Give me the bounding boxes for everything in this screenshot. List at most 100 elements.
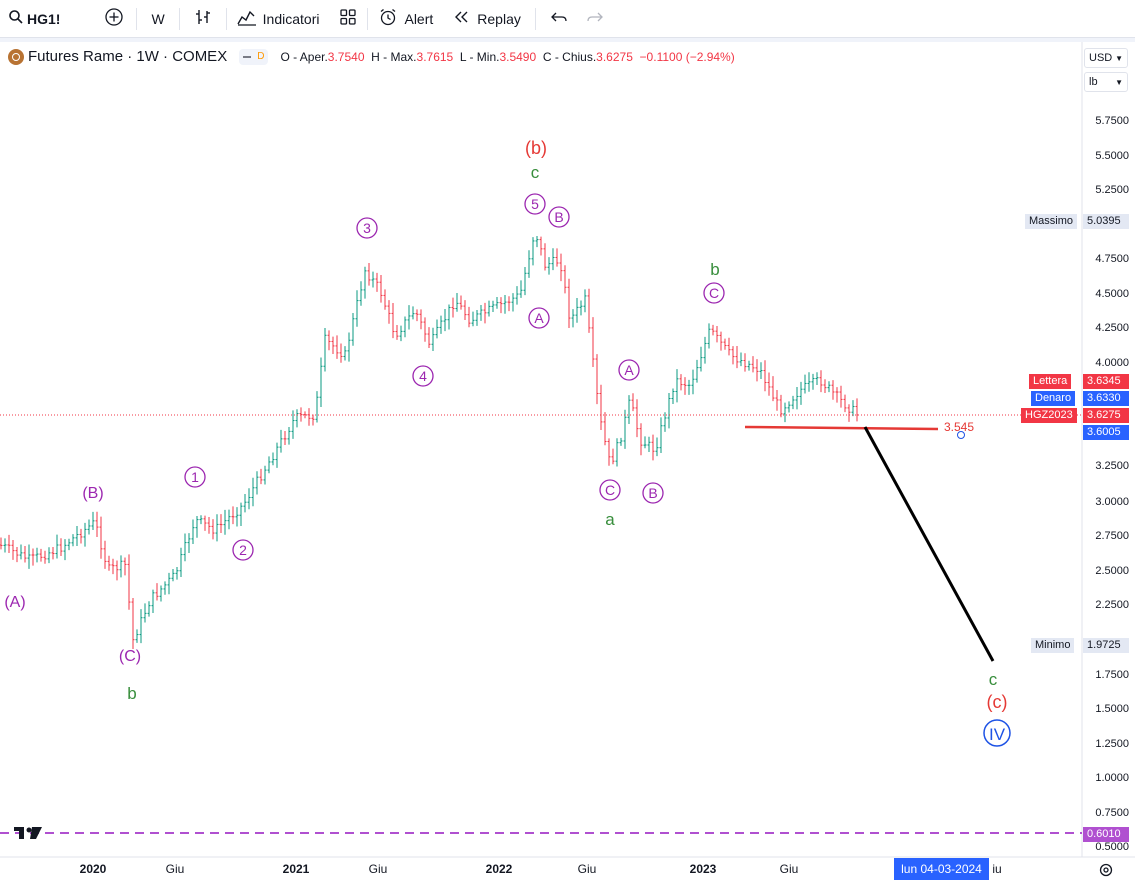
- ohlc-bar: [247, 488, 251, 510]
- min-tag-value: 1.9725: [1083, 638, 1129, 653]
- ohlc-bar: [795, 386, 799, 410]
- ohlc-bar: [199, 515, 203, 525]
- ohlc-bar: [399, 325, 403, 342]
- price-tick: 3.0000: [1095, 496, 1129, 508]
- ohlc-bar: [31, 548, 35, 566]
- ohlc-bar: [59, 538, 63, 556]
- bottom-line-tag: 0.6010: [1083, 827, 1129, 842]
- ohlc-bar: [667, 393, 671, 429]
- search-icon: [8, 9, 24, 28]
- contract-tag-label: HGZ2023: [1021, 408, 1077, 423]
- ohlc-bar: [135, 629, 139, 643]
- ohlc-bar: [195, 515, 199, 538]
- top-toolbar: HG1! W Indicatori Alert Repl: [0, 0, 1135, 38]
- redo-button[interactable]: [586, 0, 604, 38]
- alarm-clock-icon: [378, 7, 398, 30]
- ohlc-bar: [575, 297, 579, 323]
- interval-button[interactable]: W: [151, 0, 164, 38]
- ohlc-bar: [279, 429, 283, 453]
- ohlc-bar: [579, 300, 583, 316]
- ohlc-bar: [171, 569, 175, 582]
- legend-ohlc: O - Aper.3.7540 H - Max.3.7615 L - Min.3…: [280, 50, 734, 64]
- ohlc-bar: [407, 305, 411, 330]
- chart-type-button[interactable]: [194, 0, 212, 38]
- ohlc-bar: [563, 265, 567, 294]
- ohlc-bar: [823, 379, 827, 393]
- bid-tag-value: 3.6330: [1083, 391, 1129, 406]
- ohlc-bar: [87, 519, 91, 535]
- ohlc-bar: [263, 465, 267, 485]
- replay-button[interactable]: Replay: [453, 0, 521, 38]
- price-chart[interactable]: (A) (B) (C) b 1 2 3 4 5 c (b) A B C a A …: [0, 42, 1135, 894]
- bid-tag-label: Denaro: [1031, 391, 1076, 406]
- legend-title: Futures Rame · 1W · COMEX: [28, 48, 228, 65]
- unit-select[interactable]: lb ▼: [1084, 72, 1128, 92]
- ohlc-bar: [519, 280, 523, 298]
- ohlc-bar: [291, 410, 295, 439]
- ohlc-bar: [335, 335, 339, 359]
- ohlc-bar: [43, 550, 47, 564]
- compare-button[interactable]: [104, 0, 124, 38]
- layouts-button[interactable]: [339, 0, 357, 38]
- ohlc-bar: [555, 248, 559, 267]
- ohlc-bar: [791, 395, 795, 410]
- toolbar-divider: [534, 7, 536, 30]
- price-tick: 1.7500: [1095, 669, 1129, 681]
- crosshair-price-tag: 3.6005: [1083, 425, 1129, 440]
- ohlc-bar: [11, 540, 15, 560]
- price-bars: [0, 236, 859, 650]
- ohlc-bar: [511, 293, 515, 312]
- ohlc-bar: [531, 237, 535, 266]
- settings-button[interactable]: [1098, 862, 1114, 883]
- ohlc-bar: [523, 266, 527, 296]
- ohlc-bar: [655, 437, 659, 457]
- price-tick: 0.5000: [1095, 841, 1129, 853]
- ohlc-bar: [815, 372, 819, 385]
- ohlc-bar: [607, 438, 611, 466]
- redo-icon: [586, 9, 604, 28]
- low-label: L - Min.: [459, 49, 500, 64]
- legend-toggle[interactable]: D: [239, 48, 269, 65]
- wave-b-green: b: [127, 684, 136, 703]
- ohlc-bar: [491, 300, 495, 313]
- time-label: Giu: [779, 862, 799, 876]
- toolbar-divider: [136, 7, 138, 30]
- symbol-search[interactable]: HG1!: [8, 0, 60, 38]
- ohlc-bar: [471, 311, 475, 327]
- ohlc-bar: [327, 330, 331, 351]
- ohlc-bar: [71, 534, 75, 547]
- ohlc-bar: [319, 357, 323, 408]
- undo-button[interactable]: [550, 0, 568, 38]
- undo-icon: [550, 9, 568, 28]
- symbol-name: HG1!: [27, 10, 61, 27]
- ohlc-bar: [603, 412, 607, 446]
- ohlc-bar: [283, 431, 287, 446]
- ohlc-bar: [107, 555, 111, 571]
- ohlc-bar: [539, 236, 543, 256]
- wave-A-paren: (A): [4, 594, 25, 611]
- time-label: 2023: [689, 862, 717, 876]
- wave-1: 1: [191, 469, 199, 485]
- ohlc-bar: [187, 533, 191, 554]
- wave-c-red-target: (c): [987, 692, 1008, 712]
- ohlc-bar: [839, 385, 843, 408]
- ohlc-bar: [671, 388, 675, 405]
- ohlc-bar: [307, 408, 311, 426]
- wave-c-green-target: c: [989, 670, 998, 689]
- wave-B2-circle: [642, 482, 664, 504]
- unit-value: lb: [1089, 76, 1098, 88]
- ohlc-bar: [63, 539, 67, 561]
- indicators-button[interactable]: Indicatori: [237, 0, 319, 38]
- ohlc-bar: [799, 381, 803, 405]
- currency-select[interactable]: USD ▼: [1084, 48, 1128, 68]
- ohlc-bar: [311, 414, 315, 426]
- ohlc-bar: [391, 303, 395, 339]
- alert-button[interactable]: Alert: [378, 0, 433, 38]
- ohlc-bar: [191, 519, 195, 545]
- ohlc-bar: [731, 346, 735, 365]
- price-tick: 5.5000: [1095, 150, 1129, 162]
- ohlc-bar: [543, 243, 547, 271]
- ohlc-bar: [643, 436, 647, 449]
- ohlc-bar: [351, 312, 355, 346]
- ohlc-bar: [27, 544, 31, 569]
